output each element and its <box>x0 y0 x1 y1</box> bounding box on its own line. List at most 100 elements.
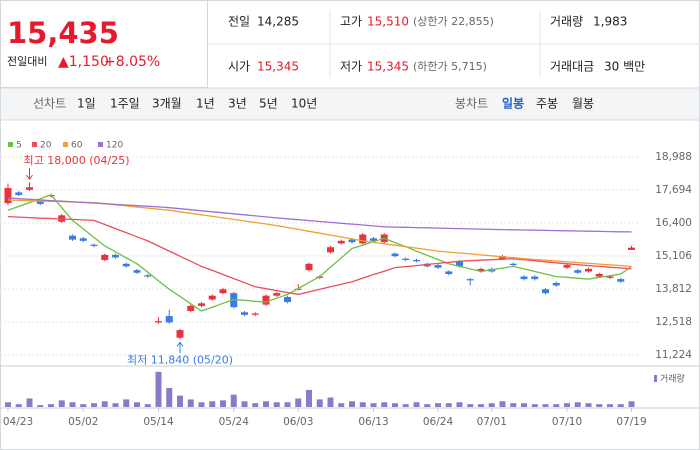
y-tick-label: 12,518 <box>655 316 692 328</box>
volume-bar <box>467 404 474 407</box>
volume-bar <box>263 401 269 407</box>
item-value: 1,983 <box>593 15 627 29</box>
candle-body <box>456 261 463 267</box>
item-value: 30 백만 <box>604 60 645 74</box>
candle-body <box>165 316 173 323</box>
volume-bar <box>553 404 560 407</box>
x-tick-label: 06/13 <box>358 416 388 428</box>
candle-body <box>284 296 291 303</box>
candle-period-button[interactable]: 주봉 <box>536 97 558 111</box>
volume-bar <box>564 403 570 407</box>
candle-body <box>531 276 539 280</box>
volume-bar <box>381 402 388 407</box>
y-tick-label: 17,694 <box>655 184 692 196</box>
volume-bar <box>392 403 398 407</box>
volume-bar <box>112 403 119 407</box>
moving-average-line <box>7 215 632 296</box>
volume-bar <box>37 405 44 407</box>
volume-bar <box>596 404 603 407</box>
change: ▲1,150 <box>58 54 109 70</box>
item-label: 저가 <box>340 60 362 74</box>
candle-body <box>15 192 23 195</box>
low-annotation: 최저 11,840 (05/20) <box>127 353 233 366</box>
price: 15,435 <box>7 16 119 50</box>
candle-body <box>542 289 549 294</box>
candle-body <box>26 187 33 190</box>
volume-bar <box>574 402 581 407</box>
candle-body <box>187 305 195 311</box>
volume-bar <box>5 402 11 407</box>
volume-bar <box>617 404 624 407</box>
y-tick-label: 13,812 <box>655 283 692 295</box>
candle-period-button[interactable]: 월봉 <box>572 97 594 111</box>
legend-label: 120 <box>106 141 123 151</box>
volume-bar <box>144 404 151 407</box>
volume-bar <box>585 403 592 407</box>
candle-body <box>155 321 162 323</box>
candle-body <box>241 312 248 315</box>
legend-swatch <box>8 142 13 147</box>
candle-period-button[interactable]: 일봉 <box>502 97 524 111</box>
volume-bar <box>80 404 87 407</box>
item-label: 전일 <box>228 15 250 29</box>
volume-legend-swatch <box>654 375 657 382</box>
candle-body <box>585 268 592 272</box>
item-label: 거래량 <box>550 15 583 29</box>
change-pct: +8.05% <box>104 54 160 70</box>
period-button[interactable]: 3년 <box>228 97 247 111</box>
item-extra: (상한가 22,855) <box>413 15 494 28</box>
volume-bar <box>134 402 140 407</box>
candle-body <box>402 258 410 260</box>
candle-body <box>477 268 485 272</box>
volume-bar <box>58 400 65 407</box>
change-label: 전일대비 <box>7 54 47 68</box>
volume-bar <box>424 404 431 407</box>
x-tick-label: 07/01 <box>477 416 507 428</box>
low-arrow <box>176 341 184 354</box>
volume-bar <box>349 401 355 407</box>
period-button[interactable]: 1년 <box>196 97 215 111</box>
volume-bar <box>241 401 248 407</box>
volume-bar <box>531 404 538 407</box>
volume-bar <box>478 404 484 407</box>
volume-bar <box>306 389 312 407</box>
candle-body <box>294 288 302 290</box>
candle-body <box>198 303 205 306</box>
volume-bar <box>338 403 345 407</box>
candle-body <box>574 270 582 273</box>
period-button[interactable]: 3개월 <box>152 97 182 111</box>
candle-body <box>337 240 345 244</box>
candle-body <box>509 263 517 266</box>
period-button[interactable]: 10년 <box>291 97 317 111</box>
volume-bar <box>316 399 323 407</box>
period-button[interactable]: 5년 <box>259 97 278 111</box>
x-tick-label: 04/23 <box>3 416 33 428</box>
item-value: 15,345 <box>367 60 409 74</box>
period-button[interactable]: 1주일 <box>110 97 140 111</box>
volume-bar <box>26 398 33 407</box>
volume-bar <box>48 404 54 407</box>
volume-bar <box>510 403 517 407</box>
legend-label: 60 <box>71 141 83 151</box>
volume-bar <box>402 404 409 407</box>
volume-bar <box>69 402 76 407</box>
candle-body <box>359 234 367 244</box>
candle-body <box>208 295 216 300</box>
candle-body <box>176 330 184 338</box>
high-annotation: 최고 18,000 (04/25) <box>24 154 130 167</box>
x-tick-label: 05/14 <box>143 416 174 428</box>
x-tick-label: 07/10 <box>552 416 582 428</box>
item-value: 15,345 <box>257 60 299 74</box>
candle-body <box>520 276 528 280</box>
item-label: 시가 <box>228 60 250 74</box>
candle-body <box>305 263 313 271</box>
volume-bar <box>488 403 495 407</box>
candle-body <box>606 276 614 278</box>
period-button[interactable]: 1일 <box>77 97 96 111</box>
candle-body <box>144 275 152 277</box>
item-label: 고가 <box>340 15 362 29</box>
volume-legend-label: 거래량 <box>660 373 685 385</box>
volume-bar <box>456 402 463 407</box>
candle-body <box>466 279 474 281</box>
